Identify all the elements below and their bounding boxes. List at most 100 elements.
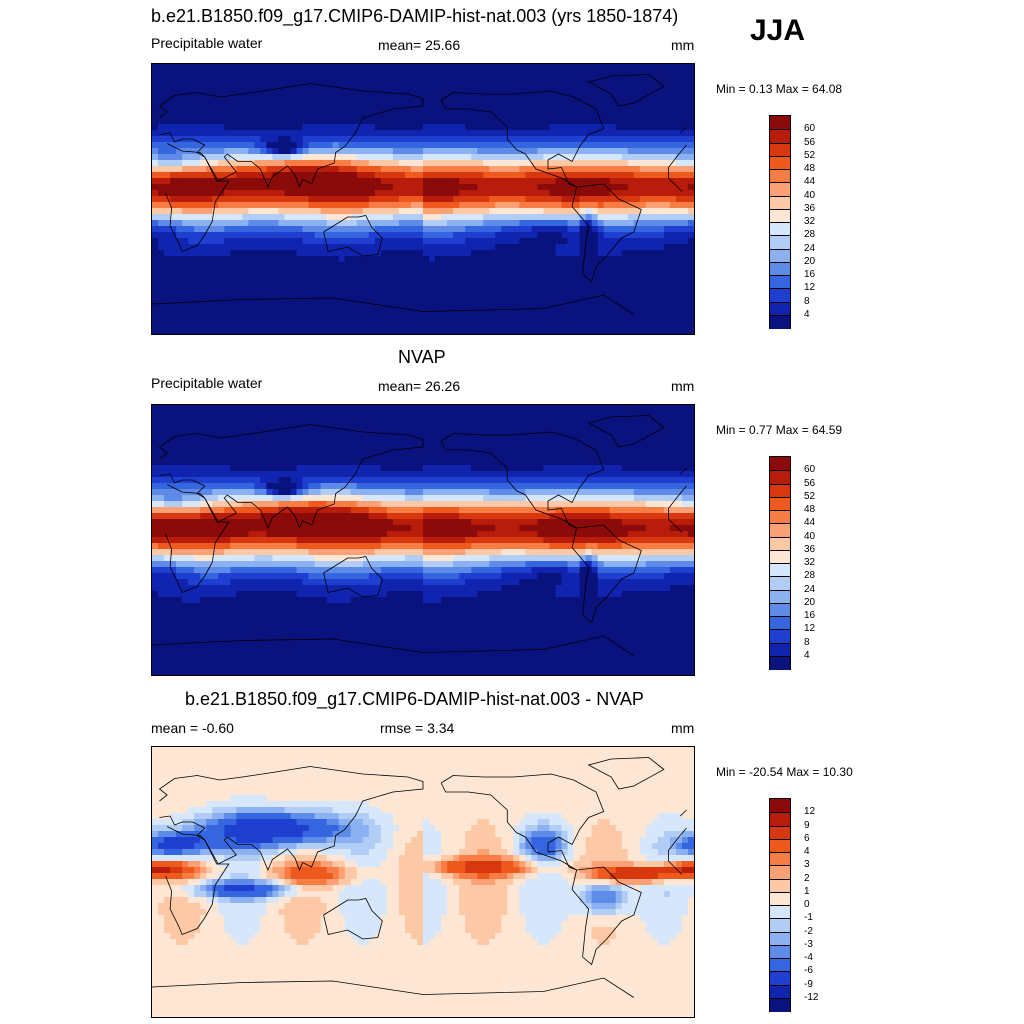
map-plot: [151, 746, 695, 1018]
units-label: mm: [671, 37, 695, 53]
colorbar-swatch: [770, 275, 790, 289]
colorbar-divider: [770, 944, 790, 946]
colorbar-tick-label: 12: [804, 282, 816, 294]
colorbar-tick-label: 56: [804, 136, 816, 148]
coastline: [680, 809, 687, 817]
colorbar-divider: [770, 129, 790, 131]
colorbar-swatch: [770, 483, 790, 498]
colorbar-divider: [770, 984, 790, 986]
coastline: [165, 143, 230, 253]
colorbar-tick-label: 44: [804, 176, 816, 188]
colorbar-swatch: [770, 288, 790, 302]
colorbar: 60 56 52 48 44 40 36 32 28 24 20 16 12 8 4: [769, 115, 815, 329]
colorbar-divider: [770, 182, 790, 184]
colorbar-divider: [770, 261, 790, 263]
panel-title: b.e21.B1850.f09_g17.CMIP6-DAMIP-hist-nat…: [185, 689, 644, 709]
coastline: [165, 484, 230, 594]
colorbar-swatch: [770, 563, 790, 577]
colorbar-tick-label: 6: [804, 832, 810, 844]
colorbar-divider: [770, 602, 790, 604]
colorbar-divider: [770, 589, 790, 591]
colorbar-divider: [770, 248, 790, 250]
colorbar-divider: [770, 852, 790, 853]
colorbar-swatch: [770, 918, 790, 932]
colorbar-tick-label: 48: [804, 163, 816, 174]
colorbar-divider: [770, 222, 790, 223]
colorbar-tick-label: 0: [804, 899, 810, 910]
colorbar-tick-label: 28: [804, 229, 816, 241]
coastline: [440, 773, 605, 871]
colorbar-tick-label: -2: [804, 925, 813, 937]
units-label: mm: [671, 378, 695, 394]
colorbar-divider: [770, 275, 790, 276]
coastlines: [152, 74, 687, 315]
colorbar-tick-label: -6: [804, 965, 813, 977]
coastline: [668, 827, 687, 851]
colorbar-tick-label: -9: [804, 978, 813, 990]
colorbar-swatch: [770, 655, 790, 670]
colorbar-swatch: [770, 457, 790, 471]
variable-label: Precipitable water: [151, 375, 263, 391]
map-plot: [151, 404, 695, 676]
colorbar-swatch: [770, 944, 790, 959]
colorbar-tick-label: 36: [804, 202, 816, 214]
colorbar-divider: [770, 997, 790, 999]
coastline: [587, 757, 665, 790]
coastline: [587, 74, 665, 107]
colorbar-divider: [770, 470, 790, 472]
colorbar-divider: [770, 616, 790, 617]
colorbar-swatch: [770, 905, 790, 919]
colorbar-divider: [770, 169, 790, 170]
colorbar: 60 56 52 48 44 40 36 32 28 24 20 16 12 8 4: [769, 456, 815, 670]
colorbar-tick-label: 56: [804, 477, 816, 489]
colorbar-swatch: [770, 852, 790, 866]
map-canvas: [152, 747, 694, 1017]
coastline: [668, 144, 687, 168]
colorbar-swatch: [770, 116, 790, 130]
colorbar-tick-label: 20: [804, 596, 816, 608]
colorbar-tick-label: 52: [804, 149, 816, 161]
colorbar-swatch: [770, 523, 790, 537]
colorbar-swatch: [770, 971, 790, 985]
colorbar-divider: [770, 155, 790, 157]
coastline: [152, 638, 424, 653]
colorbar-tick-label: 3: [804, 859, 810, 871]
colorbar-divider: [770, 536, 790, 538]
colorbar-swatch: [770, 865, 790, 879]
coastline: [571, 866, 642, 966]
panel-title: NVAP: [398, 347, 446, 367]
colorbar-divider: [770, 563, 790, 564]
coastline: [680, 467, 687, 475]
colorbar-divider: [770, 629, 790, 631]
season-label: JJA: [750, 14, 806, 47]
coastline: [680, 126, 687, 134]
colorbar-swatch: [770, 984, 790, 999]
colorbar-swatch: [770, 195, 790, 210]
colorbar-tick-label: 24: [804, 583, 816, 595]
colorbar-divider: [770, 523, 790, 525]
colorbar-divider: [770, 142, 790, 144]
coastline: [668, 850, 683, 875]
colorbar-tick-label: 32: [804, 557, 816, 568]
colorbar-divider: [770, 865, 790, 867]
minmax-label: Min = -20.54 Max = 10.30: [716, 765, 853, 779]
colorbar-swatch: [770, 314, 790, 329]
colorbar-tick-label: 2: [804, 872, 810, 884]
map-field: [152, 747, 694, 1017]
colorbar-tick-label: 8: [804, 636, 810, 648]
colorbar-divider: [770, 905, 790, 906]
colorbar-divider: [770, 483, 790, 485]
colorbar-tick-label: 4: [804, 649, 810, 661]
colorbar-swatch: [770, 496, 790, 511]
colorbar-tick-label: 32: [804, 216, 816, 227]
rmse-label: rmse = 3.34: [380, 720, 455, 736]
colorbar-divider: [770, 838, 790, 840]
coastline: [571, 183, 642, 283]
colorbar-swatch: [770, 799, 790, 813]
colorbar-tick-label: 4: [804, 308, 810, 320]
colorbar-divider: [770, 301, 790, 303]
colorbar-swatch: [770, 182, 790, 196]
colorbar-tick-label: 12: [804, 623, 816, 635]
coastline: [587, 415, 665, 448]
colorbar-swatch: [770, 235, 790, 249]
